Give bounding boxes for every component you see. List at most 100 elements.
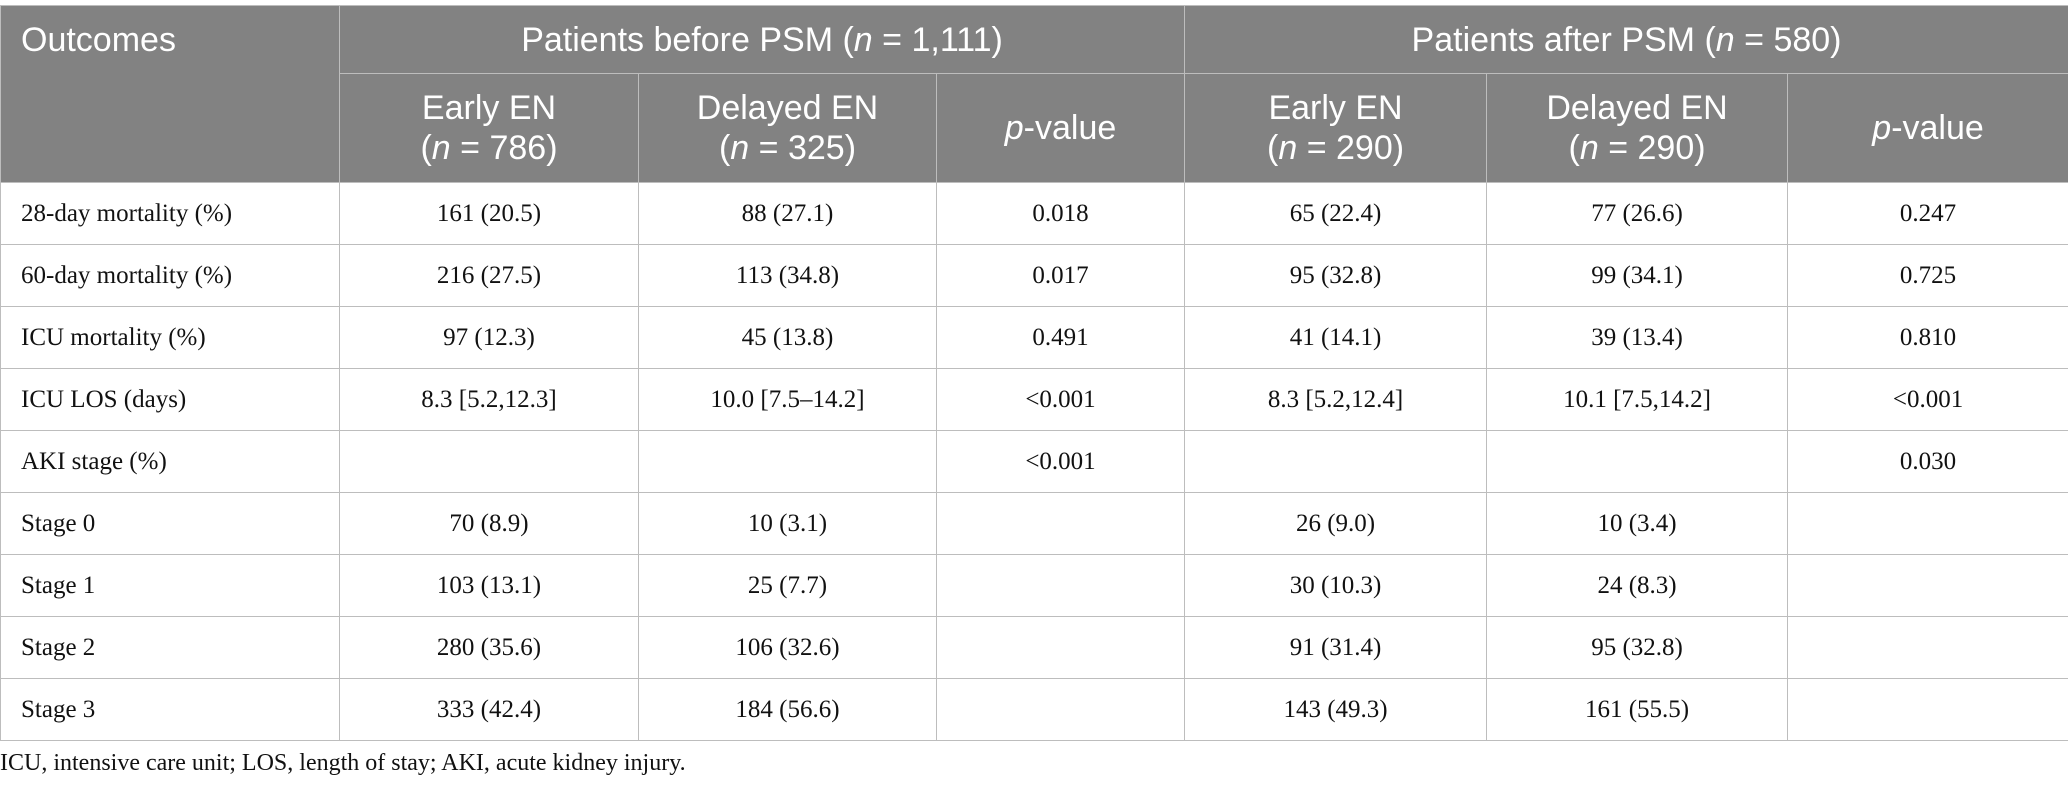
group-header: Patients after PSM (n = 580) bbox=[1184, 5, 2068, 74]
table-cell: 106 (32.6) bbox=[638, 616, 937, 679]
text-part: = 1,111) bbox=[872, 20, 1003, 59]
text-part: Delayed EN bbox=[696, 89, 879, 127]
table-cell: 91 (31.4) bbox=[1184, 616, 1488, 679]
table-row: Stage 3 333 (42.4) 184 (56.6) 143 (49.3) 161… bbox=[0, 678, 2068, 741]
table-cell bbox=[339, 430, 639, 493]
table-cell bbox=[638, 430, 937, 493]
table-cell: 0.810 bbox=[1787, 306, 2068, 369]
table-cell: 184 (56.6) bbox=[638, 678, 937, 741]
table-cell: 0.247 bbox=[1787, 182, 2068, 245]
table-cell: 0.725 bbox=[1787, 244, 2068, 307]
table-body: 28-day mortality (%) 161 (20.5) 88 (27.1) 0… bbox=[0, 182, 2068, 741]
table-cell bbox=[1787, 492, 2068, 555]
row-label: Stage 1 bbox=[0, 554, 340, 617]
table-cell: 25 (7.7) bbox=[638, 554, 937, 617]
text-part: ( bbox=[718, 129, 731, 167]
table-cell: 333 (42.4) bbox=[339, 678, 639, 741]
outcomes-table: Outcomes Patients before PSM (n = 1,111) P… bbox=[0, 5, 2068, 741]
table-cell bbox=[935, 492, 1186, 555]
row-label: Stage 2 bbox=[0, 616, 340, 679]
footnote: ICU, intensive care unit; LOS, length of… bbox=[0, 750, 686, 776]
text-part: p bbox=[1004, 109, 1024, 147]
table-cell bbox=[935, 616, 1186, 679]
table-cell: 8.3 [5.2,12.4] bbox=[1184, 368, 1488, 431]
text-part: Patients before PSM ( bbox=[521, 20, 854, 59]
column-header: Early EN (n = 290) bbox=[1184, 73, 1488, 183]
table-cell bbox=[1486, 430, 1789, 493]
table-cell: 24 (8.3) bbox=[1486, 554, 1789, 617]
table-cell: 39 (13.4) bbox=[1486, 306, 1789, 369]
column-header: p-value bbox=[1787, 73, 2068, 183]
header-row: Outcomes Patients before PSM (n = 1,111) P… bbox=[0, 5, 2068, 183]
text-part: -value bbox=[1891, 109, 1984, 147]
text-part: = 325) bbox=[749, 129, 857, 167]
table-cell: <0.001 bbox=[935, 430, 1186, 493]
header-line: Delayed EN bbox=[659, 88, 916, 128]
text-part: Early EN bbox=[1268, 89, 1403, 127]
table-row: AKI stage (%) <0.001 0.030 bbox=[0, 430, 2068, 493]
table-row: Stage 1 103 (13.1) 25 (7.7) 30 (10.3) 24 (8.… bbox=[0, 554, 2068, 617]
table-cell bbox=[935, 678, 1186, 741]
table-cell: 143 (49.3) bbox=[1184, 678, 1488, 741]
table-cell: 10 (3.1) bbox=[638, 492, 937, 555]
column-header: Delayed EN (n = 325) bbox=[638, 73, 937, 183]
table-cell: 45 (13.8) bbox=[638, 306, 937, 369]
table-cell bbox=[1787, 616, 2068, 679]
column-header: Delayed EN (n = 290) bbox=[1486, 73, 1789, 183]
table-cell: 26 (9.0) bbox=[1184, 492, 1488, 555]
table-cell: <0.001 bbox=[935, 368, 1186, 431]
row-label: AKI stage (%) bbox=[0, 430, 340, 493]
table-cell: 30 (10.3) bbox=[1184, 554, 1488, 617]
table-cell: 10.1 [7.5,14.2] bbox=[1486, 368, 1789, 431]
table-cell: 97 (12.3) bbox=[339, 306, 639, 369]
text-part: n bbox=[730, 129, 750, 167]
header-row: Early EN (n = 786) Delayed EN (n = 325) p-va… bbox=[1, 73, 2068, 183]
table-row: ICU mortality (%) 97 (12.3) 45 (13.8) 0.491… bbox=[0, 306, 2068, 369]
table-cell: 77 (26.6) bbox=[1486, 182, 1789, 245]
text-part: = 290) bbox=[1297, 129, 1405, 167]
text-part: = 290) bbox=[1598, 129, 1706, 167]
table-cell: 216 (27.5) bbox=[339, 244, 639, 307]
table-cell: 99 (34.1) bbox=[1486, 244, 1789, 307]
text-part: = 580) bbox=[1734, 20, 1842, 59]
text-part: -value bbox=[1023, 109, 1117, 147]
text-part: = 786) bbox=[450, 129, 558, 167]
table-cell: 95 (32.8) bbox=[1486, 616, 1789, 679]
column-header: Early EN (n = 786) bbox=[339, 73, 639, 183]
table-cell: 70 (8.9) bbox=[339, 492, 639, 555]
table-cell: 10 (3.4) bbox=[1486, 492, 1789, 555]
table-cell bbox=[1787, 678, 2068, 741]
text-part: Early EN bbox=[421, 89, 557, 127]
table-row: 28-day mortality (%) 161 (20.5) 88 (27.1) 0… bbox=[0, 182, 2068, 245]
row-label: ICU mortality (%) bbox=[0, 306, 340, 369]
text-part: ( bbox=[420, 129, 432, 167]
table-cell: 103 (13.1) bbox=[339, 554, 639, 617]
table-cell: 88 (27.1) bbox=[638, 182, 937, 245]
text-part: ( bbox=[1267, 129, 1279, 167]
row-label: 28-day mortality (%) bbox=[0, 182, 340, 245]
row-label: 60-day mortality (%) bbox=[0, 244, 340, 307]
text-part: n bbox=[853, 20, 873, 59]
table-cell bbox=[935, 554, 1186, 617]
header-line: (n = 290) bbox=[1205, 128, 1466, 168]
header-line: p-value bbox=[957, 108, 1164, 148]
row-label: ICU LOS (days) bbox=[0, 368, 340, 431]
row-label: Stage 3 bbox=[0, 678, 340, 741]
header-line: Delayed EN bbox=[1507, 88, 1767, 128]
table-cell: 0.017 bbox=[935, 244, 1186, 307]
text-part: n bbox=[1278, 129, 1298, 167]
table-cell: 280 (35.6) bbox=[339, 616, 639, 679]
table-row: 60-day mortality (%) 216 (27.5) 113 (34.8)… bbox=[0, 244, 2068, 307]
table-cell: 65 (22.4) bbox=[1184, 182, 1488, 245]
table-cell: 95 (32.8) bbox=[1184, 244, 1488, 307]
header-cell: Outcomes bbox=[0, 5, 340, 183]
text-part: n bbox=[1715, 20, 1735, 59]
table-cell bbox=[1787, 554, 2068, 617]
text-part: p bbox=[1872, 109, 1892, 147]
text-part: ( bbox=[1568, 129, 1580, 167]
header-line: (n = 786) bbox=[360, 128, 618, 168]
column-header: p-value bbox=[935, 73, 1186, 183]
table-cell: 0.030 bbox=[1787, 430, 2068, 493]
text-part: Patients after PSM ( bbox=[1411, 20, 1716, 59]
